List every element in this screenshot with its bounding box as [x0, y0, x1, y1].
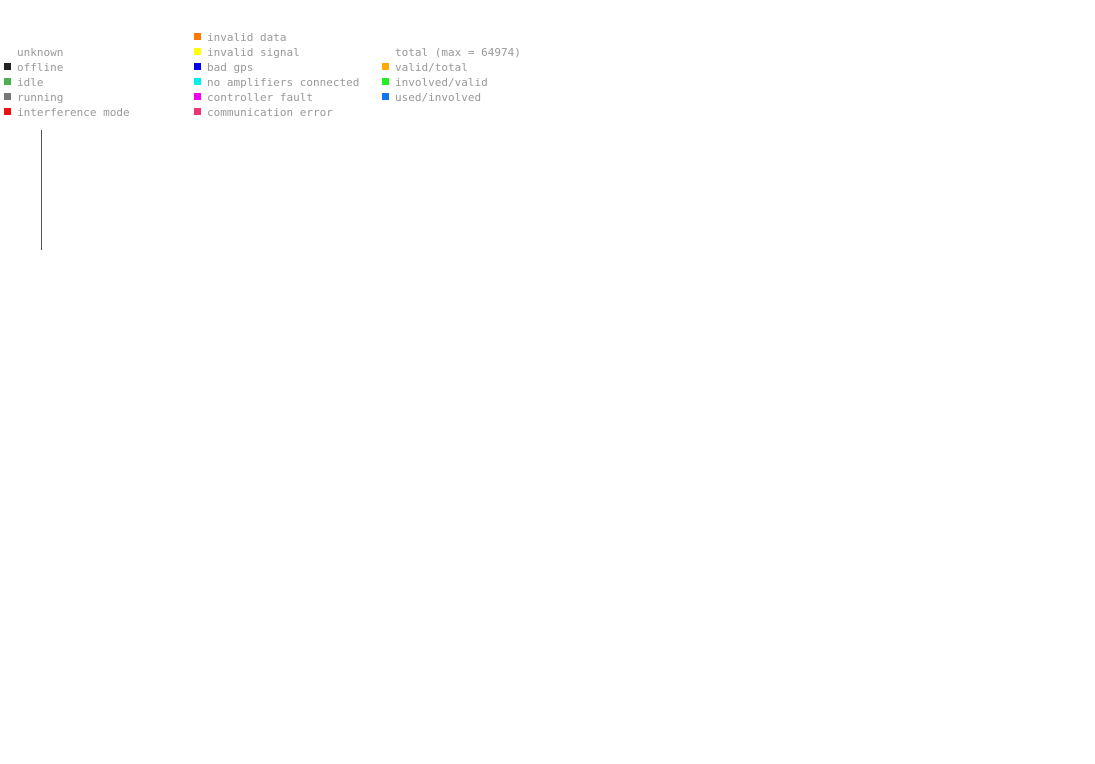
legend-label: running — [17, 91, 64, 104]
legend-label: invalid data — [207, 31, 287, 44]
legend-item-valid-total: valid/total — [382, 60, 521, 75]
legend-item-controller-fault: controller fault — [194, 90, 359, 105]
swatch-invalid-signal — [194, 48, 201, 55]
legend-label: offline — [17, 61, 64, 74]
swatch-invalid-data — [194, 33, 201, 40]
legend-item-bad-gps: bad gps — [194, 60, 359, 75]
legend-label: idle — [17, 76, 44, 89]
legend-label: interference mode — [17, 106, 130, 119]
legend-label: used/involved — [395, 91, 482, 104]
swatch-valid-total — [382, 63, 389, 70]
legend-item-offline: offline — [4, 60, 130, 75]
swatch-interference-mode — [4, 108, 11, 115]
legend-label: invalid signal — [207, 46, 300, 59]
totals-legend: total (max = 64974) valid/total involved… — [382, 45, 521, 105]
swatch-offline — [4, 63, 11, 70]
legend-label: valid/total — [395, 61, 468, 74]
legend-label: total (max = 64974) — [395, 46, 521, 59]
legend-item-no-amplifiers-connected: no amplifiers connected — [194, 75, 359, 90]
legend-item-used-involved: used/involved — [382, 90, 521, 105]
status-legend: unknown offline idle running interferenc… — [4, 45, 130, 120]
swatch-running — [4, 93, 11, 100]
legend-label: no amplifiers connected — [207, 76, 360, 89]
legend-label: bad gps — [207, 61, 254, 74]
swatch-involved-valid — [382, 78, 389, 85]
plot-y-axis — [41, 130, 42, 250]
swatch-no-amplifiers-connected — [194, 78, 201, 85]
legend-item-invalid-data: invalid data — [194, 30, 359, 45]
swatch-controller-fault — [194, 93, 201, 100]
legend-label: communication error — [207, 106, 333, 119]
swatch-used-involved — [382, 93, 389, 100]
legend-label: involved/valid — [395, 76, 488, 89]
legend-item-interference-mode: interference mode — [4, 105, 130, 120]
legend-item-communication-error: communication error — [194, 105, 359, 120]
legend-item-total: total (max = 64974) — [382, 45, 521, 60]
swatch-bad-gps — [194, 63, 201, 70]
legend-item-involved-valid: involved/valid — [382, 75, 521, 90]
swatch-communication-error — [194, 108, 201, 115]
legend-label: controller fault — [207, 91, 313, 104]
legend-item-unknown: unknown — [4, 45, 130, 60]
legend-item-idle: idle — [4, 75, 130, 90]
fault-legend: invalid data invalid signal bad gps no a… — [194, 30, 359, 120]
legend-item-running: running — [4, 90, 130, 105]
swatch-idle — [4, 78, 11, 85]
legend-item-invalid-signal: invalid signal — [194, 45, 359, 60]
legend-label: unknown — [17, 46, 64, 59]
